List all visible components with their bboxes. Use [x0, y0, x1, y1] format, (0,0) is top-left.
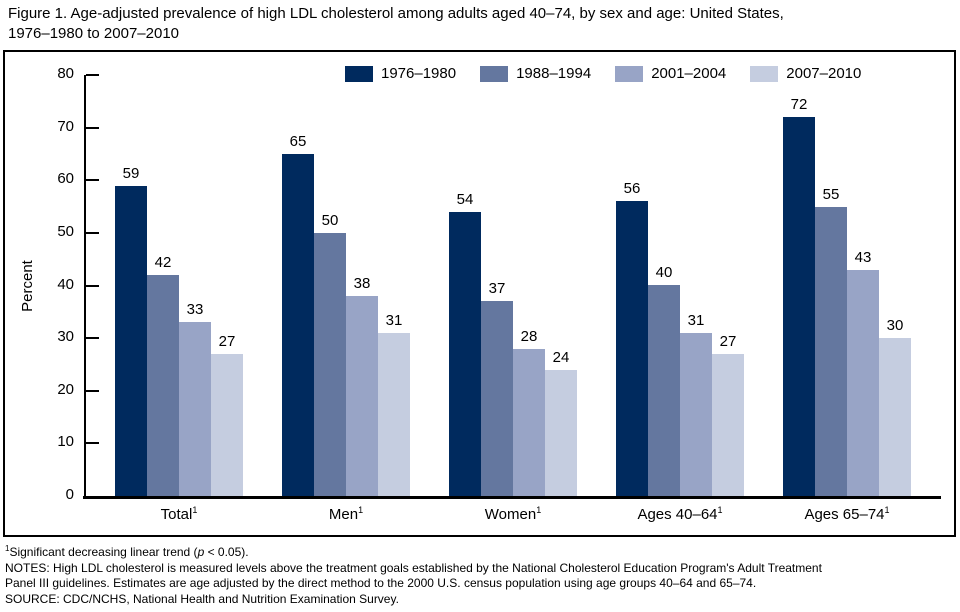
- bar-2007-2010-women: [545, 370, 577, 496]
- bar-2007-2010-ages-65-74: [879, 338, 911, 496]
- y-tick-label: 0: [65, 486, 74, 503]
- bar-value-label: 40: [655, 264, 673, 281]
- bar-1976-1980-total: [115, 186, 147, 496]
- y-tick: [86, 284, 99, 287]
- legend-label: 1976–1980: [381, 65, 457, 82]
- bar-value-label: 65: [289, 133, 307, 150]
- y-axis-line: [84, 75, 86, 499]
- footnote-notes-line2: Panel III guidelines. Estimates are age …: [5, 576, 757, 590]
- bar-value-label: 27: [218, 333, 236, 350]
- y-tick-label: 50: [57, 222, 74, 240]
- y-tick-label: 20: [57, 380, 74, 398]
- bar-value-label: 56: [623, 180, 641, 197]
- bar-value-label: 24: [552, 349, 570, 366]
- category-label-ages-40-64: Ages 40–641: [637, 505, 723, 523]
- legend-label: 2001–2004: [651, 65, 727, 82]
- y-tick: [86, 442, 99, 445]
- y-tick: [86, 337, 99, 340]
- legend-swatch-icon: [615, 65, 644, 82]
- y-axis-title: Percent: [19, 260, 36, 312]
- category-footnote-marker: 1: [884, 505, 890, 515]
- legend-item-1988-1994: 1988–1994: [480, 65, 591, 82]
- legend-item-1976-1980: 1976–1980: [345, 65, 456, 82]
- bar-value-label: 28: [520, 328, 538, 345]
- bar-1976-1980-men: [282, 154, 314, 496]
- legend-item-2001-2004: 2001–2004: [615, 65, 726, 82]
- legend-swatch-icon: [750, 65, 779, 82]
- legend-swatch-icon: [480, 65, 509, 82]
- y-tick: [86, 126, 99, 129]
- y-tick: [86, 74, 99, 76]
- y-tick: [86, 231, 99, 234]
- bar-value-label: 30: [886, 317, 904, 334]
- bar-1988-1994-men: [314, 233, 346, 496]
- bar-1988-1994-ages-40-64: [648, 285, 680, 496]
- bar-2007-2010-men: [378, 333, 410, 496]
- y-tick-label: 70: [57, 117, 74, 135]
- footnote-source: SOURCE: CDC/NCHS, National Health and Nu…: [5, 591, 399, 606]
- plot-area: 1976–1980 1988–1994 2001–2004 2007–2010 Per…: [3, 50, 956, 537]
- y-tick-label: 40: [57, 275, 74, 293]
- bar-value-label: 33: [186, 301, 204, 318]
- legend-label: 1988–1994: [516, 65, 592, 82]
- bar-1976-1980-women: [449, 212, 481, 496]
- category-label-ages-65-74: Ages 65–741: [804, 505, 890, 523]
- y-tick-label: 80: [57, 65, 74, 82]
- figure-title-line2: 1976–1980 to 2007–2010: [8, 25, 180, 42]
- category-label-total: Total1: [160, 505, 198, 523]
- legend-label: 2007–2010: [786, 65, 862, 82]
- legend-item-2007-2010: 2007–2010: [750, 65, 861, 82]
- bar-value-label: 54: [456, 191, 474, 208]
- category-label-women: Women1: [484, 505, 542, 523]
- footnotes: 1Significant decreasing linear trend (p …: [5, 541, 953, 607]
- category-footnote-marker: 1: [192, 505, 198, 515]
- bar-value-label: 42: [154, 254, 172, 271]
- bar-value-label: 27: [719, 333, 737, 350]
- legend: 1976–1980 1988–1994 2001–2004 2007–2010: [345, 65, 861, 82]
- bar-1976-1980-ages-40-64: [616, 201, 648, 496]
- category-label-men: Men1: [328, 505, 364, 523]
- footnote-trend: 1Significant decreasing linear trend (p …: [5, 544, 249, 559]
- bar-value-label: 50: [321, 212, 339, 229]
- bar-value-label: 59: [122, 165, 140, 182]
- bar-value-label: 38: [353, 275, 371, 292]
- bar-2001-2004-men: [346, 296, 378, 496]
- footnote-marker: 1: [5, 544, 10, 553]
- y-tick: [86, 179, 99, 182]
- bar-1988-1994-women: [481, 301, 513, 496]
- bar-value-label: 43: [854, 249, 872, 266]
- bar-value-label: 55: [822, 186, 840, 203]
- bar-value-label: 31: [385, 312, 403, 329]
- bar-2007-2010-ages-40-64: [712, 354, 744, 496]
- legend-swatch-icon: [345, 65, 373, 82]
- bar-1988-1994-ages-65-74: [815, 207, 847, 496]
- figure-title-line1: Figure 1. Age-adjusted prevalence of hig…: [8, 5, 784, 22]
- figure-title: Figure 1. Age-adjusted prevalence of hig…: [8, 4, 948, 44]
- y-tick: [86, 389, 99, 392]
- x-axis-line: [83, 496, 941, 499]
- bar-value-label: 31: [687, 312, 705, 329]
- bar-2007-2010-total: [211, 354, 243, 496]
- footnote-notes-line1: NOTES: High LDL cholesterol is measured …: [5, 560, 822, 575]
- y-tick-label: 30: [57, 328, 74, 346]
- bar-1988-1994-total: [147, 275, 179, 496]
- bar-value-label: 37: [488, 280, 506, 297]
- y-tick-label: 10: [57, 433, 74, 451]
- y-tick-label: 60: [57, 170, 74, 188]
- bar-2001-2004-ages-65-74: [847, 270, 879, 496]
- category-footnote-marker: 1: [358, 505, 364, 515]
- bar-value-label: 72: [790, 96, 808, 113]
- bar-1976-1980-ages-65-74: [783, 117, 815, 496]
- category-footnote-marker: 1: [717, 505, 723, 515]
- bar-2001-2004-women: [513, 349, 545, 496]
- bar-2001-2004-ages-40-64: [680, 333, 712, 496]
- bar-2001-2004-total: [179, 322, 211, 496]
- category-footnote-marker: 1: [536, 505, 542, 515]
